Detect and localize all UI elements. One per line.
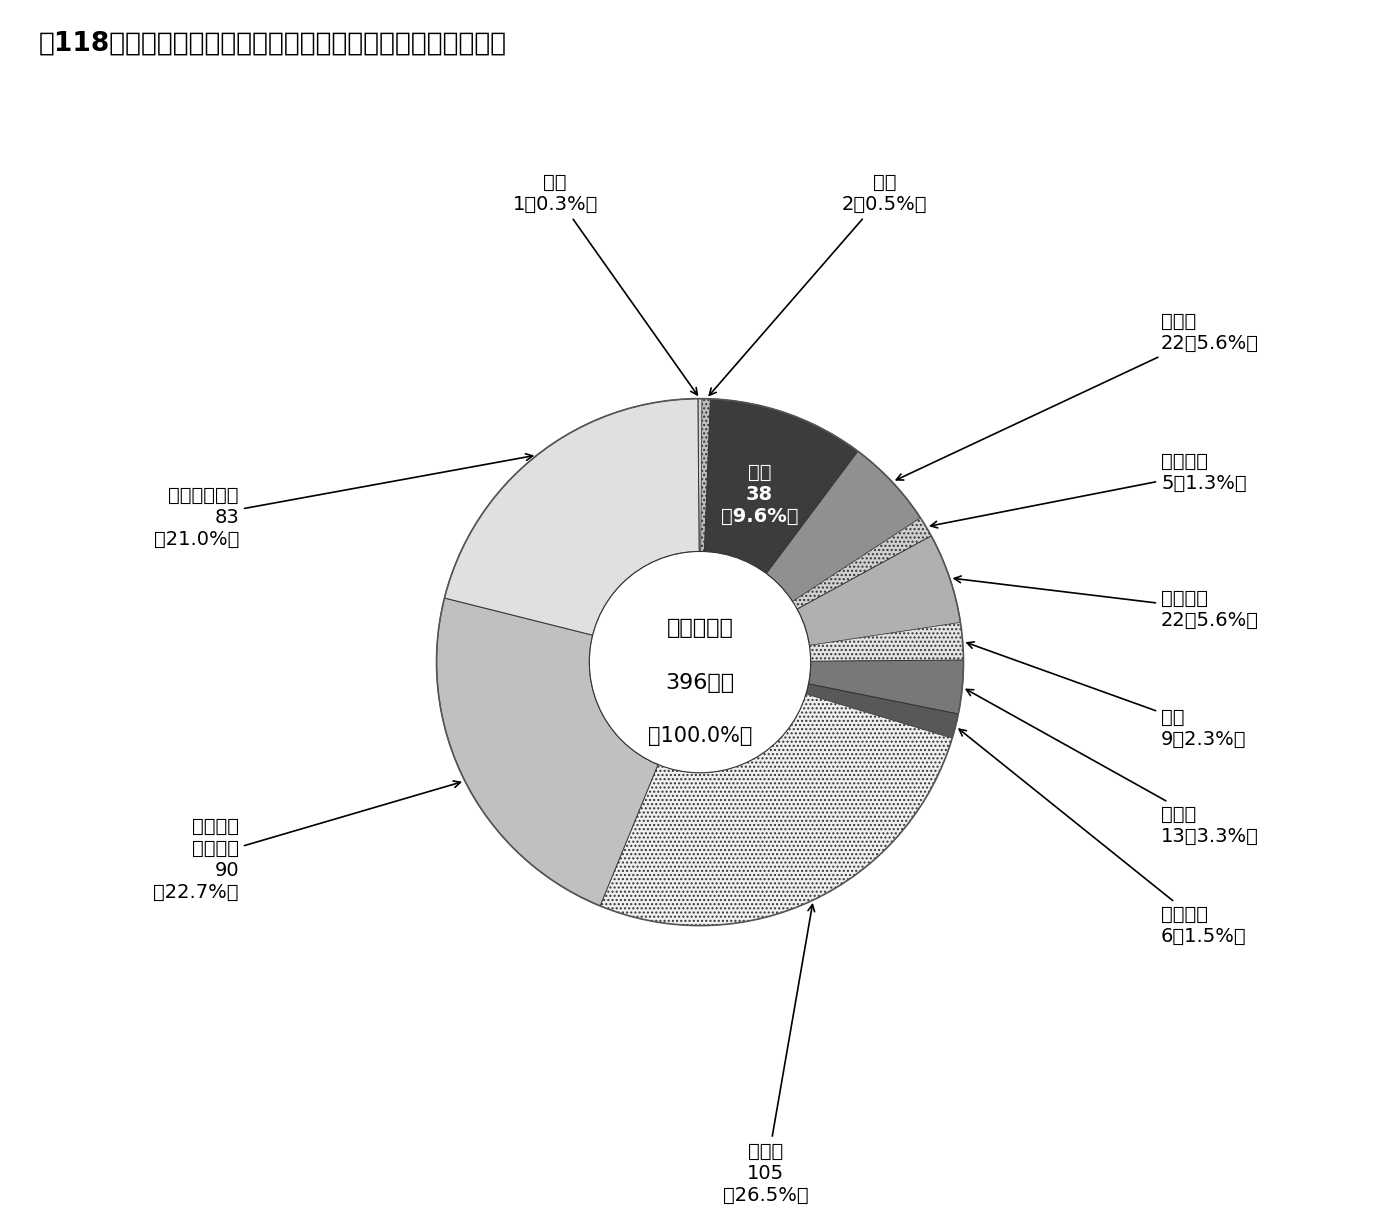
- Text: と畜場
13（3.3%）: と畜場 13（3.3%）: [966, 689, 1259, 846]
- Text: 駐車場
105
（26.5%）: 駐車場 105 （26.5%）: [722, 905, 815, 1205]
- Text: 水道
1（0.3%）: 水道 1（0.3%）: [512, 173, 697, 395]
- Wedge shape: [808, 660, 963, 714]
- Wedge shape: [444, 398, 699, 636]
- Text: 交通
2（0.5%）: 交通 2（0.5%）: [710, 173, 927, 395]
- Wedge shape: [766, 452, 921, 602]
- Text: 病院
38
（9.6%）: 病院 38 （9.6%）: [721, 463, 798, 526]
- Wedge shape: [792, 518, 931, 609]
- Wedge shape: [797, 535, 960, 645]
- Text: 介護サービス
83
（21.0%）: 介護サービス 83 （21.0%）: [154, 454, 532, 549]
- Wedge shape: [601, 694, 952, 925]
- Circle shape: [589, 551, 811, 773]
- Text: 簡易水道
5（1.3%）: 簡易水道 5（1.3%）: [931, 452, 1246, 528]
- Text: 導入済事業: 導入済事業: [666, 618, 734, 638]
- Wedge shape: [704, 398, 858, 574]
- Text: （100.0%）: （100.0%）: [648, 725, 752, 746]
- Text: 港湾整備
22（5.6%）: 港湾整備 22（5.6%）: [955, 576, 1259, 630]
- Wedge shape: [701, 398, 710, 551]
- Text: 宅地造成
6（1.5%）: 宅地造成 6（1.5%）: [959, 729, 1246, 946]
- Text: 市場
9（2.3%）: 市場 9（2.3%）: [967, 642, 1246, 748]
- Wedge shape: [437, 598, 658, 906]
- Text: 下水道
22（5.6%）: 下水道 22（5.6%）: [896, 312, 1259, 480]
- Text: 観光施設
・その他
90
（22.7%）: 観光施設 ・その他 90 （22.7%）: [154, 781, 461, 902]
- Wedge shape: [809, 622, 963, 661]
- Text: 第118図　地方公営企業における指定管理者制度の導入済事業: 第118図 地方公営企業における指定管理者制度の導入済事業: [39, 30, 507, 56]
- Text: 396事業: 396事業: [665, 673, 735, 693]
- Wedge shape: [699, 398, 701, 551]
- Wedge shape: [806, 684, 958, 739]
